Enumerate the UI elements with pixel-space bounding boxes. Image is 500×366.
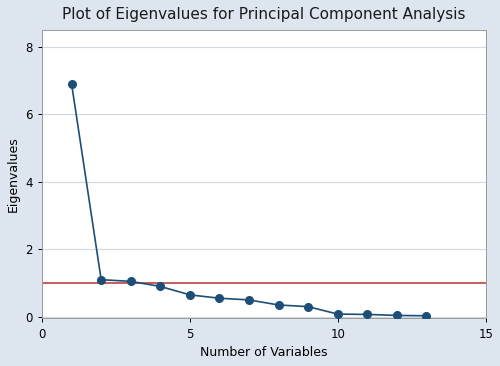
- Y-axis label: Eigenvalues: Eigenvalues: [7, 137, 20, 212]
- Title: Plot of Eigenvalues for Principal Component Analysis: Plot of Eigenvalues for Principal Compon…: [62, 7, 466, 22]
- X-axis label: Number of Variables: Number of Variables: [200, 346, 328, 359]
